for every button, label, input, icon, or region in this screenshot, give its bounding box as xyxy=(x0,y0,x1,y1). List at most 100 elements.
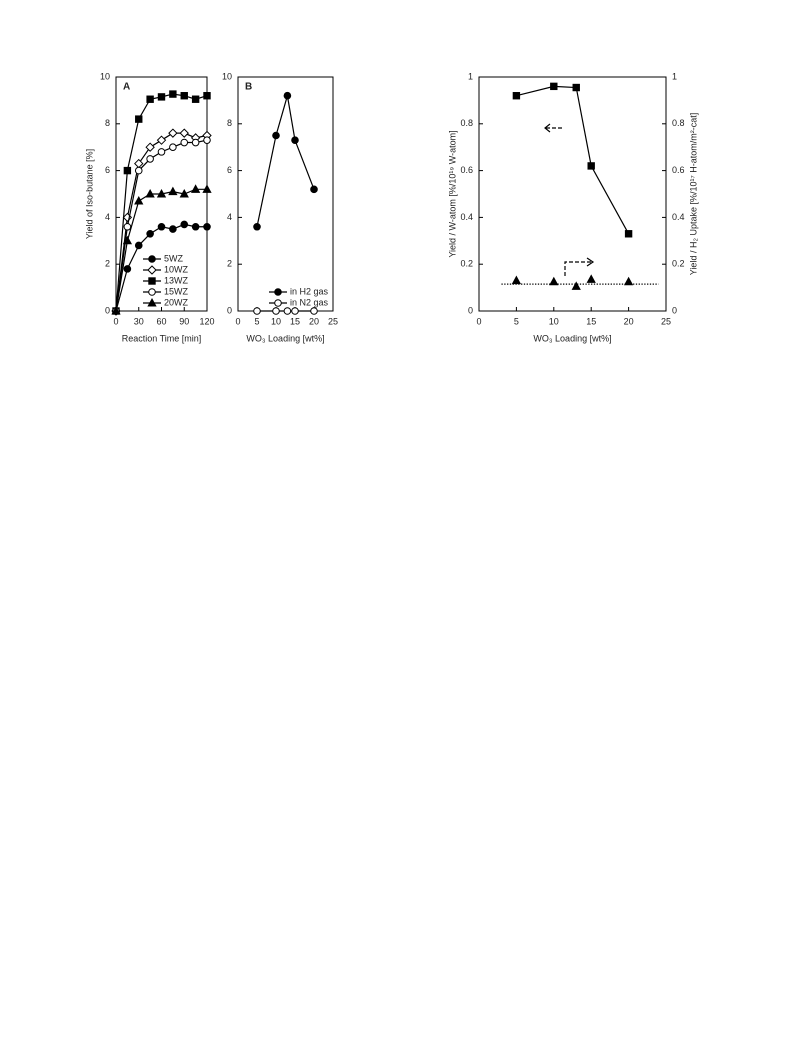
y-axis-label: Yield of Iso-butane [%] xyxy=(84,149,94,239)
marker xyxy=(274,299,282,307)
x-tick-label: 0 xyxy=(235,316,240,326)
marker xyxy=(179,188,189,198)
marker xyxy=(191,138,200,147)
y-axis-label: Yield / W-atom [%/10¹⁹ W-atom] xyxy=(447,130,457,257)
x-tick-label: 5 xyxy=(254,316,259,326)
marker xyxy=(310,307,318,315)
marker xyxy=(145,142,155,152)
right-arrow xyxy=(564,261,592,276)
y-tick-label: 0.6 xyxy=(460,165,473,175)
marker xyxy=(180,138,189,147)
marker xyxy=(111,305,121,315)
marker xyxy=(169,225,177,233)
marker xyxy=(156,188,167,198)
marker xyxy=(145,188,155,198)
marker xyxy=(191,222,200,231)
arrow-head xyxy=(544,123,551,133)
legend-label: 20WZ xyxy=(164,297,189,307)
arrow-head xyxy=(586,257,595,267)
marker xyxy=(169,143,177,151)
y-tick-label: 10 xyxy=(222,71,232,81)
y-tick-label: 6 xyxy=(227,165,232,175)
marker xyxy=(202,184,212,193)
marker xyxy=(123,166,132,175)
y2-tick-label: 1 xyxy=(672,71,677,81)
marker xyxy=(272,307,280,315)
marker xyxy=(146,229,154,238)
x-tick-label: 20 xyxy=(309,316,319,326)
y2-axis-label: Yield / H₂ Uptake [%/10¹⁷ H-atom/m²-cat] xyxy=(688,113,698,275)
marker xyxy=(511,275,522,285)
marker xyxy=(549,276,559,286)
marker xyxy=(586,274,596,283)
marker xyxy=(135,115,143,123)
x-axis-label: Reaction Time [min] xyxy=(122,333,202,343)
legend-label: 13WZ xyxy=(164,275,189,285)
x-axis-label: WO₃ Loading [wt%] xyxy=(533,333,611,343)
marker xyxy=(180,92,188,100)
y-tick-label: 2 xyxy=(105,259,110,269)
marker xyxy=(274,288,282,296)
marker xyxy=(571,281,581,290)
marker xyxy=(123,265,132,273)
y-tick-label: 0.2 xyxy=(460,259,473,269)
marker xyxy=(123,222,132,231)
y-tick-label: 6 xyxy=(105,165,110,175)
x-tick-label: 30 xyxy=(134,316,144,326)
marker xyxy=(134,166,143,175)
marker xyxy=(148,255,156,263)
marker xyxy=(191,95,200,103)
marker xyxy=(624,230,633,238)
marker xyxy=(157,93,166,101)
marker xyxy=(283,91,292,100)
x-tick-label: 15 xyxy=(586,316,596,326)
y-tick-label: 0.8 xyxy=(460,118,473,128)
y-tick-label: 0.4 xyxy=(460,212,473,222)
marker xyxy=(587,162,595,170)
marker xyxy=(168,128,178,138)
marker xyxy=(550,82,558,91)
x-tick-label: 20 xyxy=(624,316,634,326)
y-tick-label: 1 xyxy=(468,71,473,81)
panel-label: A xyxy=(123,82,130,93)
marker xyxy=(310,185,318,194)
marker xyxy=(623,276,634,286)
x-tick-label: 15 xyxy=(290,316,300,326)
x-tick-label: 0 xyxy=(113,316,118,326)
marker xyxy=(179,128,189,138)
y-tick-label: 8 xyxy=(105,118,110,128)
marker xyxy=(148,288,156,296)
marker xyxy=(203,92,211,100)
y2-tick-label: 0 xyxy=(672,305,677,315)
x-tick-label: 60 xyxy=(156,316,166,326)
marker xyxy=(157,222,166,231)
x-tick-label: 25 xyxy=(661,316,671,326)
marker xyxy=(253,307,261,315)
x-tick-label: 0 xyxy=(476,316,481,326)
marker xyxy=(147,297,157,307)
marker xyxy=(156,135,167,145)
marker xyxy=(134,195,144,205)
legend-label: in N2 gas xyxy=(290,297,329,307)
y2-tick-label: 0.8 xyxy=(672,118,685,128)
y-tick-label: 4 xyxy=(105,212,110,222)
arrows xyxy=(544,123,595,276)
legend-label: 5WZ xyxy=(164,253,184,263)
plot-frame xyxy=(478,76,667,312)
legend-label: 15WZ xyxy=(164,286,189,296)
marker xyxy=(157,148,166,156)
marker xyxy=(122,235,133,245)
marker xyxy=(134,241,143,250)
marker xyxy=(190,184,201,193)
marker xyxy=(253,222,261,231)
x-axis-label: WO₃ Loading [wt%] xyxy=(246,333,324,343)
x-tick-label: 10 xyxy=(271,316,281,326)
panel-label: B xyxy=(245,82,252,93)
marker xyxy=(146,155,154,163)
y-tick-label: 0 xyxy=(105,305,110,315)
marker xyxy=(203,136,211,144)
y-tick-label: 0 xyxy=(468,305,473,315)
